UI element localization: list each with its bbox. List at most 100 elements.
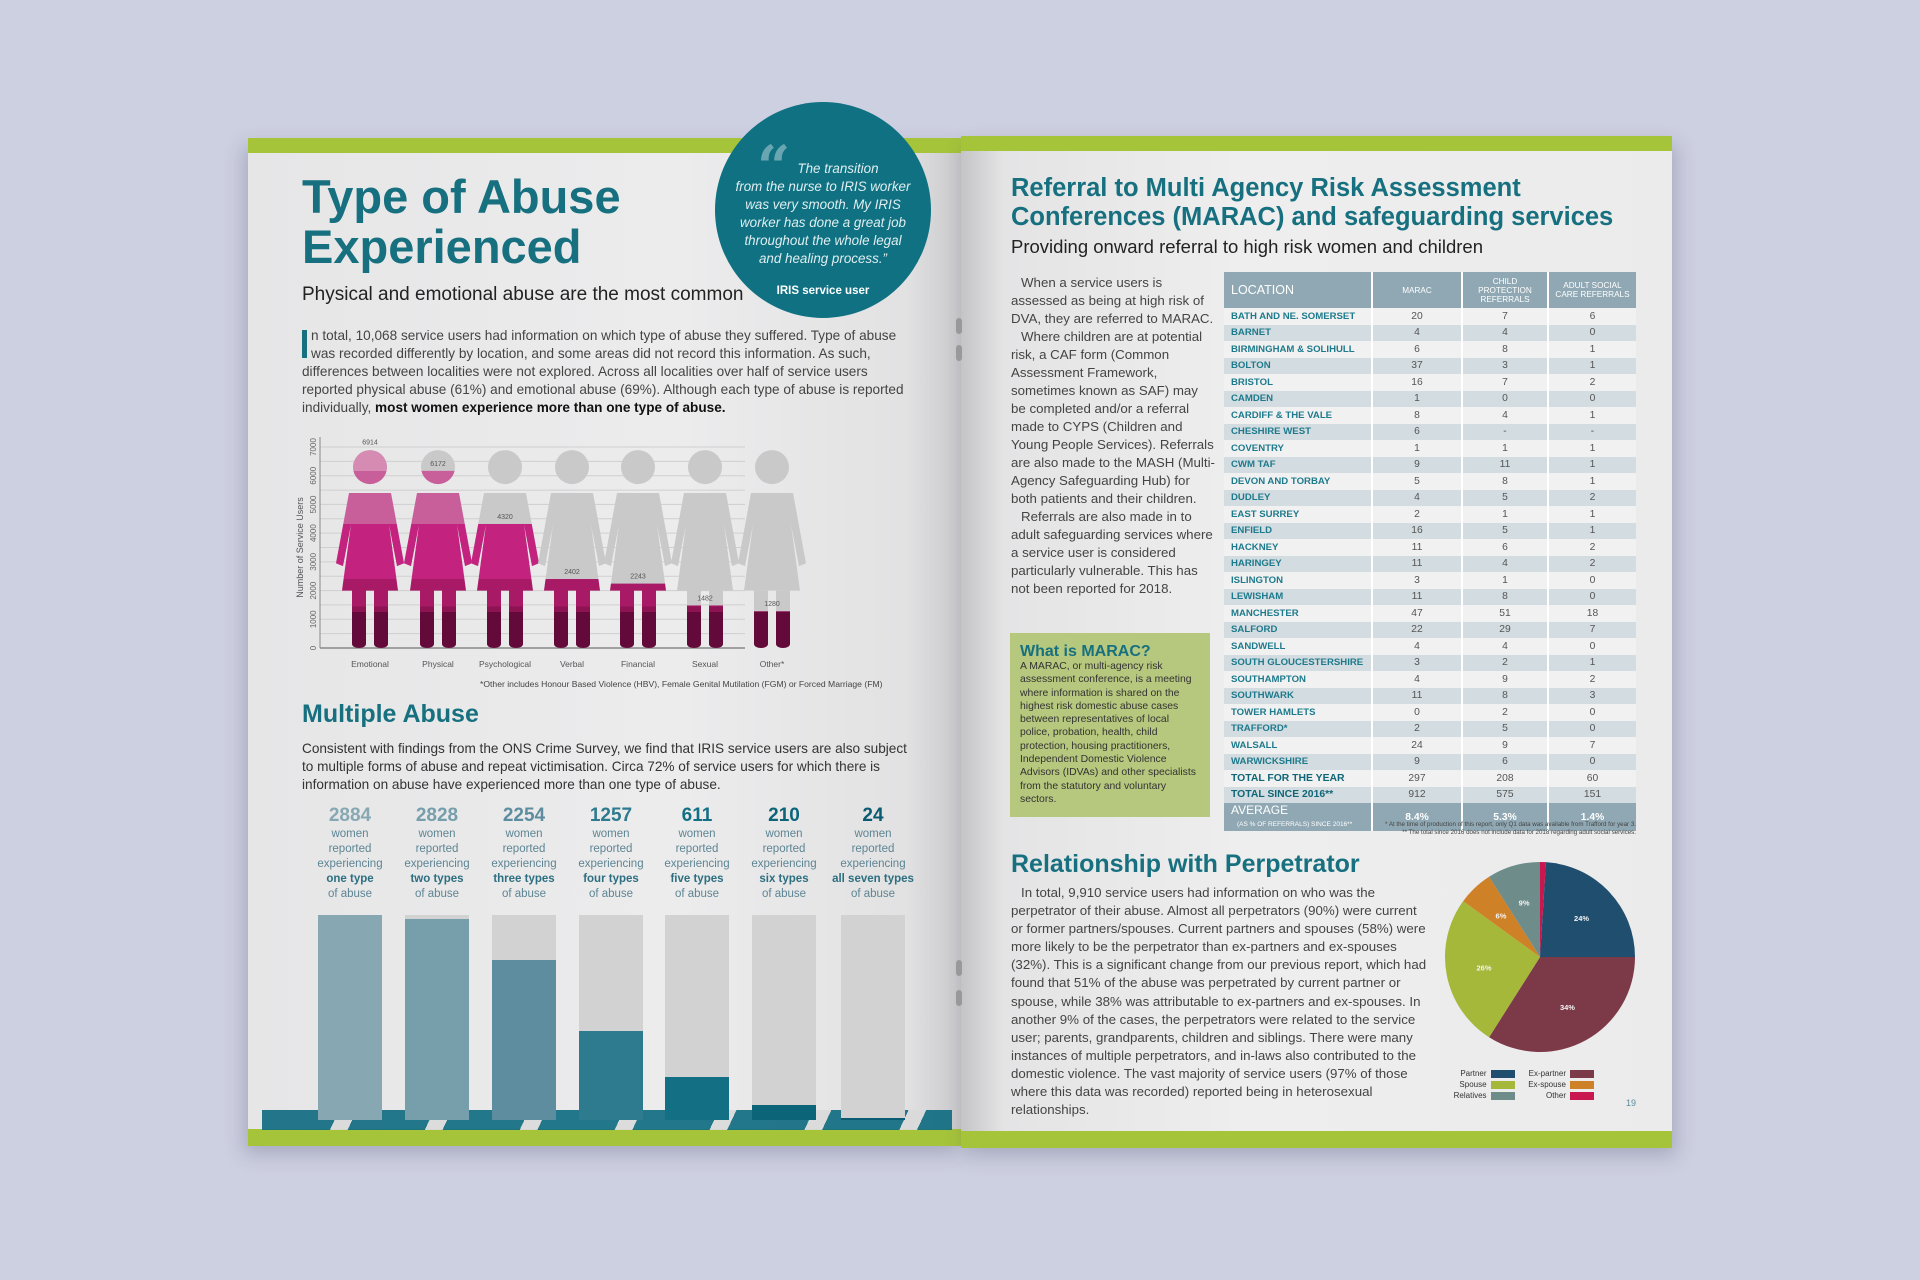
- pie-slice-label: 34%: [1560, 1003, 1575, 1012]
- value-cell: 4: [1461, 407, 1548, 424]
- woman-figure-psychological: [471, 450, 539, 648]
- y-tick-label: 0: [309, 645, 318, 650]
- figure-head: [621, 450, 655, 485]
- value-cell: 11: [1371, 539, 1462, 556]
- value-cell: 6: [1547, 308, 1636, 325]
- value-label: 2402: [564, 569, 580, 576]
- value-cell: 0: [1547, 753, 1636, 770]
- pie-slice-ex-spouse: [1463, 876, 1540, 957]
- multiple-abuse-bar-track: [318, 915, 382, 1120]
- y-tick-label: 5000: [309, 495, 318, 513]
- value-cell: 0: [1371, 704, 1462, 721]
- location-cell: SANDWELL: [1224, 638, 1372, 655]
- value-cell: 8: [1461, 341, 1548, 358]
- stat-count: 2828: [415, 805, 459, 826]
- stat-text: reported: [328, 843, 372, 855]
- location-cell: LEWISHAM: [1224, 588, 1372, 605]
- value-cell: 5: [1461, 489, 1548, 506]
- stat-text: of abuse: [327, 888, 373, 900]
- multiple-abuse-bar-track: [752, 915, 816, 1120]
- table-row: CHESHIRE WEST 6- -: [1224, 423, 1636, 440]
- value-cell: 1: [1547, 407, 1636, 424]
- location-cell: BRISTOL: [1224, 374, 1372, 391]
- value-label: 1280: [764, 601, 780, 608]
- stat-text: reported: [675, 843, 719, 855]
- value-cell: 6: [1461, 539, 1548, 556]
- value-cell: 1: [1461, 572, 1548, 589]
- multiple-abuse-stat: 210 women reported experiencing six types of …: [741, 805, 827, 902]
- category-label: Physical: [422, 659, 454, 669]
- value-cell: 22: [1371, 621, 1462, 638]
- location-cell: EAST SURREY: [1224, 506, 1372, 523]
- location-cell: MANCHESTER: [1224, 605, 1372, 622]
- table-row: CWM TAF 9 11 1: [1224, 456, 1636, 473]
- table-row: BOLTON 37 3 1: [1224, 357, 1636, 374]
- multiple-abuse-stat: 611 women reported experiencing five types of…: [654, 805, 740, 902]
- location-cell: CWM TAF: [1224, 456, 1372, 473]
- value-cell: 9: [1461, 737, 1548, 754]
- stat-text: women: [331, 828, 369, 840]
- value-cell: 4: [1371, 671, 1462, 688]
- marac-body-text: When a service users is assessed as bein…: [1011, 275, 1215, 596]
- stat-text: reported: [851, 843, 895, 855]
- value-cell: 297: [1371, 770, 1462, 787]
- woman-figure-sexual: [671, 450, 739, 648]
- stat-count: 611: [681, 805, 713, 826]
- value-cell: 3: [1461, 357, 1548, 374]
- chart-footnote: *Other includes Honour Based Violence (H…: [480, 679, 883, 689]
- stat-types: five types: [670, 873, 724, 885]
- value-label: 6914: [362, 439, 378, 446]
- location-cell: TOTAL FOR THE YEAR: [1224, 770, 1372, 787]
- multiple-abuse-stat: 1257 women reported experiencing four types o…: [568, 805, 654, 902]
- location-cell: WARWICKSHIRE: [1224, 753, 1372, 770]
- stat-text: experiencing: [840, 858, 906, 870]
- legend-swatch: [1490, 1069, 1515, 1078]
- stat-text: experiencing: [578, 858, 644, 870]
- value-cell: 5.3%: [1461, 803, 1548, 831]
- marac-heading: Referral to Multi Agency Risk Assessment…: [1011, 174, 1614, 231]
- binding-staple: [956, 345, 962, 361]
- stat-text: experiencing: [751, 858, 817, 870]
- table-footnotes: * At the time of production of this repo…: [1385, 821, 1636, 836]
- location-cell: TOTAL SINCE 2016**: [1224, 786, 1372, 803]
- legend-swatch: [1490, 1091, 1515, 1100]
- stat-text: experiencing: [491, 858, 557, 870]
- table-row: TRAFFORD* 2 5 0: [1224, 720, 1636, 737]
- figure-body: [738, 492, 806, 591]
- figure-head: [688, 450, 722, 485]
- legend-label: Spouse: [1459, 1080, 1487, 1089]
- multiple-abuse-bar: [579, 1030, 643, 1120]
- y-tick-label: 4000: [309, 524, 318, 542]
- quote-text: The transition from the nurse to IRIS wo…: [735, 161, 911, 266]
- stat-text: reported: [415, 843, 459, 855]
- value-cell: 1: [1547, 440, 1636, 457]
- marac-subtitle: Providing onward referral to high risk w…: [1011, 236, 1483, 257]
- pie-slice-label: 26%: [1477, 964, 1492, 973]
- value-cell: 4: [1371, 489, 1462, 506]
- stat-count: 1257: [589, 805, 633, 826]
- total-row: TOTAL SINCE 2016** 912 575 151: [1224, 786, 1636, 803]
- value-cell: 6: [1371, 341, 1462, 358]
- stat-text: of abuse: [674, 888, 720, 900]
- value-cell: 5: [1371, 473, 1462, 490]
- location-cell: SOUTH GLOUCESTERSHIRE: [1224, 654, 1372, 671]
- value-cell: 1: [1547, 522, 1636, 539]
- stat-count: 2254: [502, 805, 546, 826]
- location-cell: WALSALL: [1224, 737, 1372, 754]
- table-row: HACKNEY 11 6 2: [1224, 539, 1636, 556]
- value-cell: 1: [1371, 440, 1462, 457]
- multiple-abuse-bar-track: [405, 915, 469, 1120]
- value-cell: 1: [1547, 341, 1636, 358]
- pie-slice-label: 1%: [1537, 868, 1548, 877]
- value-cell: 2: [1547, 489, 1636, 506]
- value-cell: 4: [1461, 638, 1548, 655]
- value-cell: 16: [1371, 374, 1462, 391]
- stat-types: two types: [410, 873, 464, 885]
- stat-text: of abuse: [850, 888, 896, 900]
- multiple-abuse-bar: [318, 915, 382, 1120]
- value-cell: 2: [1371, 720, 1462, 737]
- table-row: SALFORD 22 29 7: [1224, 621, 1636, 638]
- multiple-abuse-bar: [752, 1105, 816, 1120]
- value-cell: 51: [1461, 605, 1548, 622]
- value-cell: 2: [1371, 506, 1462, 523]
